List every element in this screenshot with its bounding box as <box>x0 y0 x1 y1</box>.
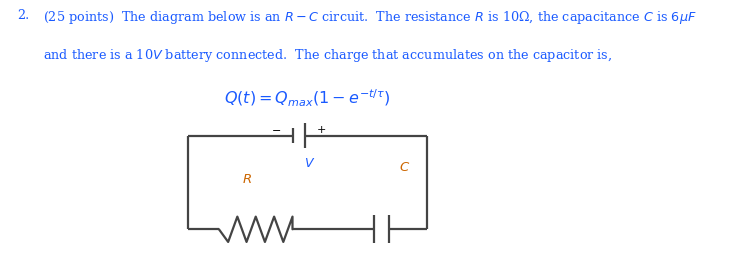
Text: and there is a 10$V$ battery connected.  The charge that accumulates on the capa: and there is a 10$V$ battery connected. … <box>43 47 612 64</box>
Text: (25 points)  The diagram below is an $R-C$ circuit.  The resistance $R$ is 10Ω, : (25 points) The diagram below is an $R-C… <box>43 9 696 26</box>
Text: $V$: $V$ <box>304 157 315 170</box>
Text: $-$: $-$ <box>271 124 282 134</box>
Text: $C$: $C$ <box>399 161 411 174</box>
Text: $R$: $R$ <box>242 173 251 186</box>
Text: $Q(t) = Q_{max}(1 - e^{-t/\tau})$: $Q(t) = Q_{max}(1 - e^{-t/\tau})$ <box>225 88 391 109</box>
Text: $+$: $+$ <box>315 124 326 135</box>
Text: 2.: 2. <box>17 9 29 22</box>
